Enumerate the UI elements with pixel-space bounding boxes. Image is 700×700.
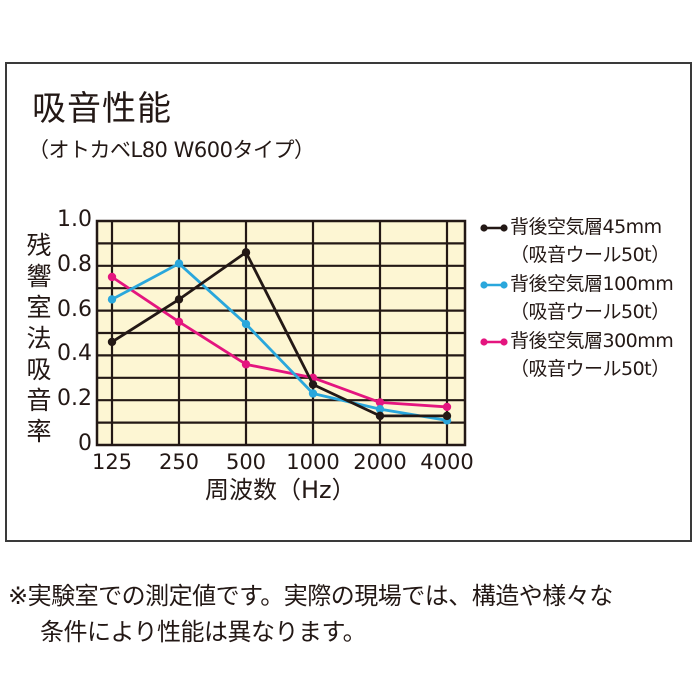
- legend-sublabel: （吸音ウール50t）: [510, 244, 670, 266]
- chart-title: 吸音性能: [32, 89, 172, 129]
- y-tick-label: 0: [78, 431, 92, 456]
- x-tick-label: 250: [158, 450, 200, 474]
- data-point: [107, 295, 117, 304]
- series-line: [111, 275, 448, 409]
- data-point: [241, 319, 251, 329]
- footnote-line-2: 条件により性能は異なります。: [40, 618, 367, 646]
- chart-subtitle: （オトカベL80 W600タイプ）: [28, 138, 315, 162]
- data-point: [241, 360, 251, 369]
- chart-frame: [5, 62, 692, 542]
- x-tick-label: 1000: [286, 450, 340, 474]
- x-axis-label: 周波数（Hz）: [205, 476, 356, 504]
- y-tick-label: 0.2: [57, 386, 92, 412]
- y-tick-label: 0.8: [57, 251, 92, 277]
- y-axis-label-char: 率: [26, 417, 52, 446]
- y-axis-label-char: 吸: [26, 355, 52, 384]
- legend-label: 背後空気層300mm: [510, 330, 674, 352]
- footnote-line-1: ※実験室での測定値です。実際の現場では、構造や様々な: [8, 582, 613, 610]
- y-axis-label-char: 残: [26, 231, 52, 260]
- y-tick-label: 0.4: [57, 341, 92, 367]
- data-point: [308, 389, 318, 398]
- legend-sublabel: （吸音ウール50t）: [510, 301, 670, 323]
- data-point: [107, 272, 117, 282]
- y-axis-label-char: 室: [26, 293, 52, 322]
- legend-marker-icon: [480, 224, 508, 232]
- data-point: [308, 380, 318, 389]
- legend-marker-icon: [480, 281, 508, 289]
- data-point: [174, 295, 184, 304]
- legend-label: 背後空気層100mm: [510, 273, 674, 295]
- x-tick-label: 2000: [353, 450, 407, 474]
- x-tick-label: 500: [225, 450, 267, 474]
- data-point: [174, 259, 184, 268]
- y-axis-label: 残響室法吸音率: [24, 230, 54, 447]
- data-point: [442, 411, 452, 421]
- legend-marker-icon: [480, 338, 508, 346]
- y-tick-label: 0.6: [57, 296, 92, 322]
- data-point: [375, 404, 385, 414]
- data-point: [375, 398, 385, 407]
- x-tick-label: 125: [91, 450, 133, 474]
- series-line: [111, 250, 447, 418]
- data-point: [174, 317, 184, 326]
- y-axis-label-char: 響: [26, 262, 52, 291]
- legend-sublabel: （吸音ウール50t）: [510, 358, 670, 380]
- legend-label: 背後空気層45mm: [510, 216, 662, 238]
- y-axis-label-char: 法: [26, 324, 52, 353]
- footnote: ※実験室での測定値です。実際の現場では、構造や様々な 条件により性能は異なります…: [8, 578, 613, 650]
- data-point: [107, 337, 117, 347]
- plot-border: [95, 219, 467, 447]
- y-tick-label: 1.0: [57, 207, 92, 232]
- data-point: [241, 248, 251, 257]
- series-line: [111, 262, 448, 422]
- data-point: [442, 402, 452, 412]
- y-axis-label-char: 音: [26, 386, 52, 415]
- data-point: [375, 411, 385, 421]
- x-tick-label: 4000: [420, 450, 474, 474]
